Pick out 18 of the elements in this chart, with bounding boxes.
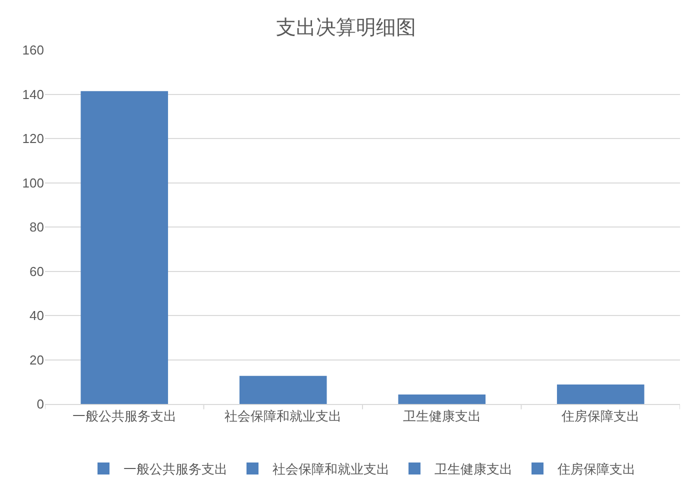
x-tick-label: 一般公共服务支出	[72, 408, 176, 424]
y-tick-label: 120	[22, 131, 44, 146]
y-tick-label: 20	[30, 352, 44, 368]
legend-label: 住房保障支出	[556, 462, 636, 477]
legend-label: 卫生健康支出	[434, 462, 512, 477]
y-tick-label: 160	[22, 42, 44, 58]
y-tick-label: 40	[30, 308, 44, 324]
y-tick-label: 80	[30, 220, 44, 235]
y-tick-label: 140	[22, 86, 44, 102]
x-tick-label: 社会保障和就业支出	[224, 408, 342, 424]
y-tick-label: 60	[30, 264, 44, 279]
y-tick-label: 100	[22, 175, 44, 190]
y-tick-label: 0	[36, 396, 44, 412]
legend-label: 一般公共服务支出	[124, 462, 228, 477]
chart-title: 支出决算明细图	[276, 16, 416, 39]
x-tick-label: 卫生健康支出	[402, 408, 481, 424]
legend-label: 社会保障和就业支出	[272, 462, 390, 477]
x-tick-label: 住房保障支出	[560, 408, 640, 424]
